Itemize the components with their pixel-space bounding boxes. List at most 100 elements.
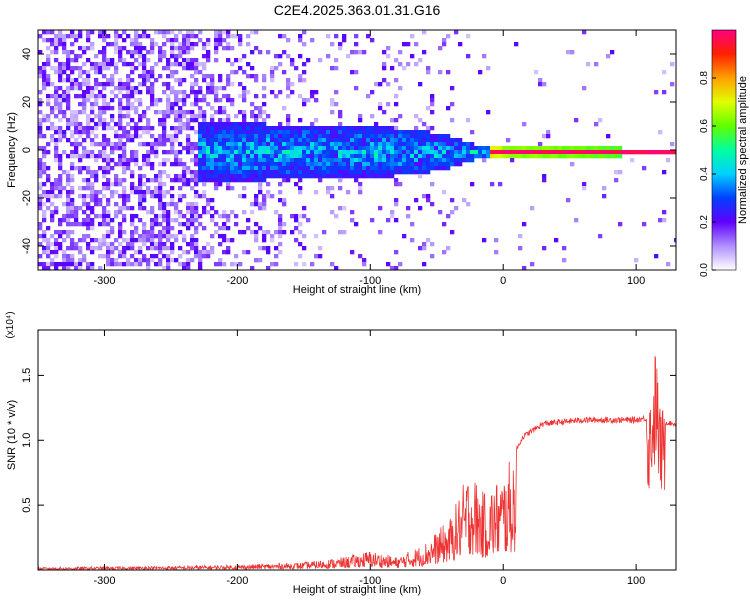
heatmap-cell (66, 198, 71, 203)
heatmap-cell (102, 166, 107, 171)
heatmap-cell (142, 162, 147, 167)
heatmap-cell (242, 130, 247, 135)
heatmap-cell (410, 142, 415, 147)
heatmap-cell (330, 170, 335, 175)
heatmap-cell (102, 222, 107, 227)
heatmap-cell (170, 38, 175, 43)
heatmap-cell (78, 170, 83, 175)
heatmap-cell (122, 230, 127, 235)
heatmap-cell (646, 150, 651, 155)
heatmap-x-tick-label: -200 (226, 275, 248, 287)
heatmap-cell (298, 162, 303, 167)
heatmap-cell (138, 134, 143, 139)
heatmap-cell (426, 66, 431, 71)
heatmap-cell (110, 58, 115, 63)
heatmap-cell (566, 50, 571, 55)
heatmap-cell (358, 50, 363, 55)
heatmap-cell (102, 234, 107, 239)
heatmap-cell (254, 162, 259, 167)
heatmap-cell (338, 230, 343, 235)
heatmap-cell (218, 166, 223, 171)
heatmap-cell (210, 246, 215, 251)
heatmap-cell (146, 190, 151, 195)
heatmap-cell (102, 46, 107, 51)
heatmap-cell (346, 162, 351, 167)
heatmap-cell (326, 166, 331, 171)
heatmap-cell (186, 50, 191, 55)
heatmap-cell (58, 182, 63, 187)
heatmap-cell (90, 210, 95, 215)
heatmap-cell (434, 142, 439, 147)
heatmap-cell (354, 126, 359, 131)
heatmap-cell (242, 86, 247, 91)
heatmap-cell (130, 182, 135, 187)
heatmap-cell (626, 150, 631, 155)
heatmap-cell (402, 146, 407, 151)
heatmap-cell (138, 142, 143, 147)
heatmap-cell (234, 146, 239, 151)
heatmap-cell (362, 166, 367, 171)
heatmap-cell (266, 154, 271, 159)
heatmap-cell (114, 190, 119, 195)
heatmap-cell (38, 130, 43, 135)
heatmap-cell (54, 266, 59, 270)
heatmap-cell (250, 114, 255, 119)
heatmap-cell (78, 142, 83, 147)
heatmap-cell (174, 158, 179, 163)
heatmap-cell (190, 206, 195, 211)
heatmap-cell (130, 42, 135, 47)
heatmap-cell (354, 174, 359, 179)
heatmap-cell (278, 198, 283, 203)
heatmap-cell (54, 98, 59, 103)
heatmap-cell (418, 154, 423, 159)
heatmap-cell (150, 226, 155, 231)
heatmap-cell (218, 178, 223, 183)
heatmap-cell (614, 178, 619, 183)
heatmap-cell (130, 138, 135, 143)
heatmap-cell (270, 78, 275, 83)
heatmap-cell (238, 150, 243, 155)
heatmap-cell (162, 54, 167, 59)
heatmap-cell (106, 214, 111, 219)
heatmap-cell (130, 126, 135, 131)
heatmap-cell (154, 138, 159, 143)
heatmap-cell (318, 170, 323, 175)
heatmap-cell (150, 254, 155, 259)
heatmap-cell (50, 106, 55, 111)
heatmap-cell (130, 218, 135, 223)
heatmap-cell (242, 174, 247, 179)
heatmap-cell (330, 126, 335, 131)
heatmap-cell (174, 102, 179, 107)
heatmap-cell (582, 150, 587, 155)
heatmap-cell (86, 246, 91, 251)
heatmap-cell (46, 58, 51, 63)
heatmap-cell (238, 34, 243, 39)
heatmap-cell (222, 126, 227, 131)
heatmap-cell (302, 134, 307, 139)
heatmap-cell (342, 126, 347, 131)
heatmap-cell (546, 134, 551, 139)
heatmap-cell (590, 146, 595, 151)
heatmap-cell (302, 30, 307, 35)
heatmap-cell (58, 30, 63, 35)
heatmap-cell (126, 110, 131, 115)
heatmap-cell (142, 74, 147, 79)
heatmap-cell (54, 42, 59, 47)
heatmap-cell (302, 62, 307, 67)
heatmap-cell (350, 130, 355, 135)
heatmap-cell (178, 174, 183, 179)
heatmap-cell (386, 166, 391, 171)
heatmap-cell (106, 234, 111, 239)
heatmap-cell (278, 218, 283, 223)
heatmap-cell (298, 150, 303, 155)
heatmap-cell (366, 150, 371, 155)
heatmap-cell (226, 150, 231, 155)
heatmap-cell (154, 254, 159, 259)
heatmap-cell (210, 158, 215, 163)
heatmap-cell (102, 194, 107, 199)
heatmap-cell (234, 166, 239, 171)
heatmap-cell (250, 142, 255, 147)
heatmap-cell (446, 34, 451, 39)
heatmap-cell (190, 258, 195, 263)
heatmap-cell (202, 182, 207, 187)
